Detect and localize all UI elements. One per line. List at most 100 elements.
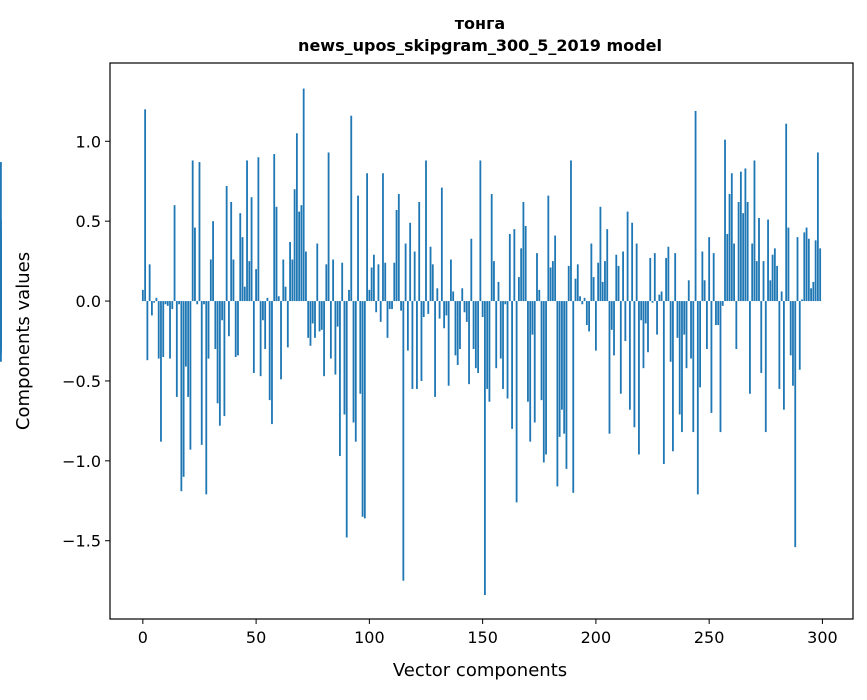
bar	[327, 152, 330, 302]
bar	[409, 222, 412, 302]
bar	[504, 301, 507, 305]
y-tick-label: 0.5	[76, 212, 101, 231]
bar	[758, 217, 760, 302]
bar	[783, 301, 785, 410]
bar	[624, 301, 627, 341]
bar	[155, 297, 158, 302]
bar	[395, 209, 398, 302]
bar	[735, 301, 738, 349]
bar	[372, 254, 375, 302]
bar	[717, 301, 720, 326]
bar	[148, 264, 151, 302]
bar	[400, 301, 402, 311]
bar	[295, 133, 298, 302]
bar	[207, 301, 210, 359]
bar	[277, 296, 280, 302]
bar	[628, 301, 631, 410]
bar	[572, 301, 575, 493]
bar	[477, 301, 480, 373]
bar	[173, 205, 176, 302]
bar	[184, 301, 187, 367]
bar	[642, 301, 645, 369]
bar	[570, 160, 572, 302]
bar	[404, 243, 407, 302]
bar	[354, 301, 357, 442]
plot-frame	[109, 62, 854, 620]
bar	[361, 301, 364, 517]
bar	[237, 301, 239, 356]
bar	[332, 259, 335, 302]
bar	[470, 238, 473, 302]
bar	[520, 248, 523, 302]
bar	[252, 301, 255, 373]
bar	[189, 301, 192, 450]
bar	[246, 160, 248, 302]
bar	[583, 297, 586, 302]
bar	[676, 301, 679, 338]
bar	[785, 123, 788, 302]
bar	[792, 301, 794, 386]
bar	[529, 301, 532, 442]
bar	[241, 237, 244, 302]
bar	[812, 281, 815, 302]
bar	[522, 202, 525, 302]
bar	[406, 301, 409, 351]
bar	[452, 291, 455, 302]
bar	[474, 301, 477, 369]
bar	[549, 267, 552, 302]
bar-series	[0, 88, 822, 596]
bar	[669, 301, 672, 362]
bar	[527, 301, 529, 402]
bar	[169, 301, 171, 359]
bar	[182, 301, 185, 477]
bar	[547, 195, 550, 302]
bar	[447, 301, 450, 386]
y-tick-label: −1.5	[62, 532, 101, 551]
bar	[694, 110, 697, 302]
bar	[255, 269, 258, 302]
bar	[674, 253, 677, 302]
bar	[416, 301, 418, 389]
bar	[708, 237, 711, 302]
bar	[545, 301, 547, 455]
bar	[461, 288, 464, 302]
bar	[225, 186, 228, 302]
bar	[248, 261, 251, 302]
bar	[352, 301, 355, 423]
bar	[796, 237, 799, 302]
bar	[737, 202, 740, 302]
bar	[660, 291, 663, 302]
bar	[366, 173, 369, 302]
bar	[341, 262, 344, 302]
bar	[456, 301, 459, 365]
bar	[153, 301, 156, 303]
bar	[579, 296, 581, 302]
bar	[585, 301, 588, 326]
bar	[429, 246, 432, 302]
bar	[810, 288, 812, 302]
bar	[699, 301, 701, 388]
bar	[567, 265, 570, 302]
bar	[726, 233, 729, 302]
bar	[431, 264, 434, 302]
bar	[513, 229, 516, 302]
bar	[191, 160, 194, 302]
bar	[594, 301, 597, 351]
bar	[300, 205, 303, 302]
bar	[359, 301, 362, 394]
bar	[631, 222, 634, 302]
bar	[705, 301, 708, 349]
bar	[542, 301, 545, 463]
bar	[427, 301, 430, 314]
bar	[350, 115, 353, 302]
chart-title: тонга	[455, 14, 505, 33]
bar	[608, 301, 611, 434]
bar	[622, 251, 624, 302]
bar	[325, 264, 328, 302]
bar	[816, 152, 819, 302]
bar	[565, 301, 568, 469]
bar	[647, 301, 649, 353]
bar	[794, 301, 797, 548]
